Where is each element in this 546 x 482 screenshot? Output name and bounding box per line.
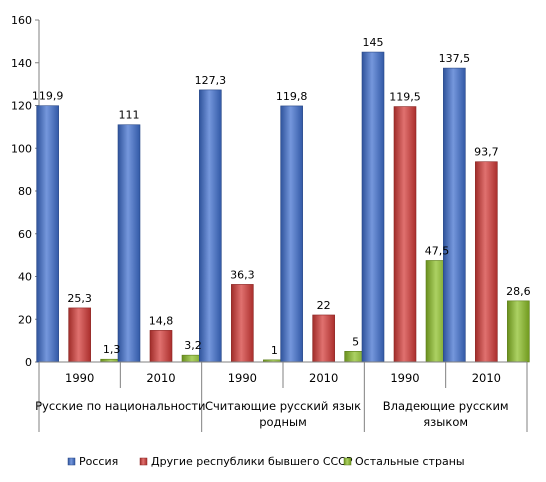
data-label: 28,6 — [506, 285, 531, 298]
data-label: 137,5 — [439, 52, 471, 65]
legend-label: Остальные страны — [355, 455, 465, 468]
data-label: 119,5 — [389, 91, 421, 104]
data-label: 1 — [271, 344, 278, 357]
data-label: 93,7 — [474, 146, 499, 159]
data-label: 36,3 — [230, 268, 255, 281]
y-tick-label: 160 — [11, 14, 32, 27]
y-tick-label: 40 — [18, 271, 32, 284]
y-tick-label: 80 — [18, 185, 32, 198]
x-tick-label: 1990 — [228, 371, 257, 385]
x-axis: 1990 2010 1990 2010 1990 2010 Русские по нацио… — [35, 361, 528, 432]
x-tick-label: 2010 — [146, 371, 175, 385]
y-tick-label: 20 — [18, 313, 32, 326]
data-label: 111 — [119, 109, 140, 122]
data-label: 14,8 — [149, 314, 174, 327]
data-label: 119,9 — [32, 90, 64, 103]
bar — [149, 330, 173, 363]
bars — [36, 51, 530, 363]
x-tick-label: 1990 — [390, 371, 419, 385]
legend-swatch — [139, 457, 148, 466]
x-tick-label: 1990 — [65, 371, 94, 385]
legend-swatch — [67, 457, 76, 466]
data-label: 47,5 — [425, 244, 450, 257]
data-label: 127,3 — [195, 74, 227, 87]
legend: Россия Другие республики бывшего СССР Оста… — [67, 455, 465, 468]
x-group-label: Считающие русский язык — [205, 399, 361, 413]
data-label: 119,8 — [276, 90, 308, 103]
x-tick-label: 2010 — [309, 371, 338, 385]
bar — [68, 307, 91, 363]
bar — [231, 284, 254, 363]
x-group-label: Владеющие русским — [383, 399, 509, 413]
bar — [443, 67, 466, 363]
bar — [361, 51, 385, 363]
data-label: 25,3 — [67, 292, 92, 305]
x-group-label: Русские по национальности — [35, 399, 205, 413]
bar — [393, 106, 417, 363]
bar — [507, 300, 530, 363]
bar — [280, 105, 303, 363]
data-labels: 119,9 25,3 1,3 111 14,8 3,2 127,3 36,3 1 119,8 22 5… — [32, 36, 531, 357]
y-tick-label: 60 — [18, 228, 32, 241]
data-label: 3,2 — [184, 339, 202, 352]
bar — [312, 314, 335, 363]
legend-swatch — [343, 457, 352, 466]
y-axis: 0 20 40 60 80 100 120 140 160 — [11, 14, 40, 369]
y-tick-label: 0 — [25, 356, 32, 369]
bar — [36, 105, 59, 363]
y-tick-label: 120 — [11, 100, 32, 113]
legend-item: Другие республики бывшего СССР — [139, 455, 353, 468]
bar — [475, 161, 498, 363]
data-label: 145 — [363, 36, 384, 49]
bar — [199, 89, 222, 363]
legend-item: Остальные страны — [343, 455, 465, 468]
bar — [117, 124, 141, 363]
x-group-label: языком — [423, 415, 468, 429]
legend-label: Другие республики бывшего СССР — [151, 455, 353, 468]
y-tick-label: 100 — [11, 142, 32, 155]
legend-item: Россия — [67, 455, 118, 468]
data-label: 1,3 — [103, 343, 121, 356]
data-label: 22 — [317, 299, 331, 312]
y-tick-label: 140 — [11, 57, 32, 70]
legend-label: Россия — [79, 455, 118, 468]
data-label: 5 — [352, 335, 359, 348]
x-group-label: родным — [259, 415, 307, 429]
x-tick-label: 2010 — [472, 371, 501, 385]
